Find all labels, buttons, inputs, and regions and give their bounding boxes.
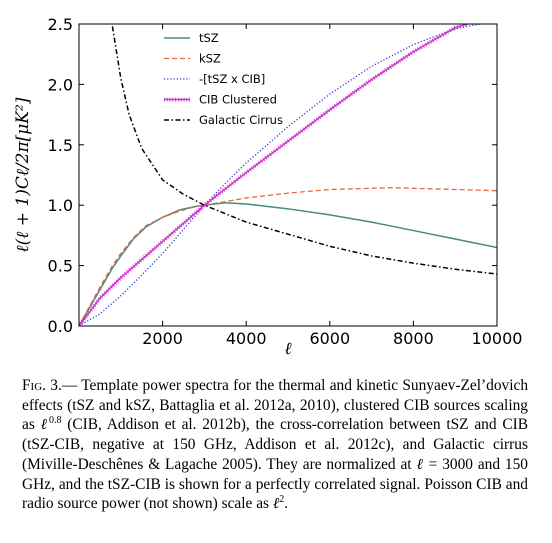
y-tick-label: 0.5 [48, 257, 73, 276]
y-tick-label: 0.0 [48, 317, 73, 336]
caption-text-1: Template power spectra for the thermal a… [22, 377, 529, 434]
x-tick-label: 8000 [393, 329, 434, 348]
series-line-galactic-cirrus [111, 26, 497, 275]
caption-ell-1: ℓ [40, 416, 49, 434]
legend-label-galactic-cirrus: Galactic Cirrus [199, 113, 283, 127]
y-tick-label: 1.0 [48, 196, 73, 215]
caption-ell-2: ℓ [416, 455, 424, 473]
series-line-ksz [79, 187, 497, 326]
x-tick-label: 4000 [226, 329, 267, 348]
x-tick-label: 2000 [142, 329, 183, 348]
y-axis-label: ℓ(ℓ + 1)Cℓ/2π[μK²] [13, 97, 33, 252]
figure-caption: Fig. 3.— Template power spectra for the … [22, 376, 528, 514]
series-line-cib-clustered [79, 24, 468, 326]
legend-label-ksz: kSZ [199, 52, 221, 66]
y-tick-label: 1.5 [48, 136, 73, 155]
legend-label-tsz: tSZ [199, 31, 219, 45]
series-line-tsz-x-cib [79, 24, 481, 326]
legend-label-cib-clustered: CIB Clustered [199, 93, 277, 107]
chart-figure: 2000 4000 6000 8000 10000 0.0 0.5 1.0 1.5 2.0 2.5 … [13, 15, 523, 359]
caption-exponent-3: 2 [279, 494, 285, 506]
x-tick-label: 6000 [309, 329, 350, 348]
legend: tSZ kSZ -[tSZ x CIB] CIB Clustered Galactic … [164, 31, 283, 127]
y-tick-label: 2.0 [48, 75, 73, 94]
caption-exponent-1: 0.8 [48, 415, 62, 427]
series-line-tsz [79, 202, 497, 326]
plot-frame [78, 23, 498, 327]
caption-text-3: = 3000 and 150 GHz, and the tSZ-CIB is s… [22, 455, 528, 513]
caption-text-4: . [284, 495, 289, 513]
caption-ell-3: ℓ [272, 495, 280, 513]
y-tick-label: 2.5 [48, 15, 73, 34]
chart-svg: 2000 4000 6000 8000 100000.00.51.01.52.02.5 … [13, 15, 523, 359]
series-hatch-cib-clustered [79, 24, 469, 326]
x-tick-label: 10000 [472, 329, 523, 348]
x-axis-label: ℓ [284, 339, 291, 359]
caption-figure-number: Fig. 3.— [22, 377, 78, 394]
caption-text-2: (CIB, Addison et al. 2012b), the cross-c… [22, 416, 528, 473]
legend-label-tsz-x-cib: -[tSZ x CIB] [199, 72, 265, 86]
